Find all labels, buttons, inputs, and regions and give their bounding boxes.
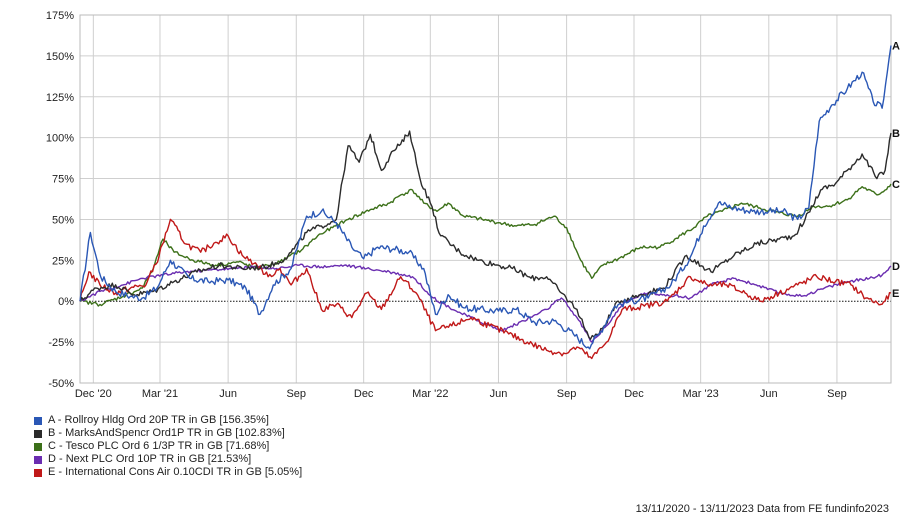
x-tick-label: Jun bbox=[760, 388, 778, 400]
legend-swatch-c bbox=[34, 442, 42, 451]
x-axis: Dec '20 Mar '21 Jun Sep Dec Mar '22 Jun Sep Dec M… bbox=[75, 388, 847, 400]
series-end-label-e: E bbox=[892, 288, 899, 300]
x-tick-label: Jun bbox=[219, 388, 237, 400]
data-source-footer: 13/11/2020 - 13/11/2023 Data from FE fun… bbox=[635, 503, 889, 515]
series-line-c bbox=[79, 183, 892, 307]
series-line-e bbox=[79, 218, 892, 360]
legend-label-d: D - Next PLC Ord 10P TR in GB [21.53%] bbox=[48, 453, 252, 465]
x-tick-label: Dec bbox=[624, 388, 644, 400]
y-tick-label: 100% bbox=[46, 133, 74, 145]
legend-swatch-b bbox=[34, 429, 42, 438]
series-end-label-b: B bbox=[892, 128, 900, 140]
legend-label-c: C - Tesco PLC Ord 6 1/3P TR in GB [71.68… bbox=[48, 440, 270, 452]
y-tick-label: 50% bbox=[52, 214, 74, 226]
x-tick-label: Dec '20 bbox=[75, 388, 112, 400]
x-tick-label: Mar '21 bbox=[142, 388, 178, 400]
line-chart: 175% 150% 125% 100% 75% 50% 25% 0% -25% -50% Dec … bbox=[46, 10, 900, 400]
y-tick-label: 25% bbox=[52, 255, 74, 267]
x-tick-label: Sep bbox=[557, 388, 577, 400]
series-line-d bbox=[79, 263, 892, 343]
y-tick-label: -25% bbox=[48, 337, 74, 349]
y-tick-label: 125% bbox=[46, 92, 74, 104]
legend-label-b: B - MarksAndSpencr Ord1P TR in GB [102.8… bbox=[48, 427, 285, 439]
x-tick-label: Mar '22 bbox=[412, 388, 448, 400]
x-tick-label: Mar '23 bbox=[682, 388, 718, 400]
plot-frame bbox=[79, 14, 892, 384]
series-lines bbox=[79, 45, 892, 360]
series-end-label-d: D bbox=[892, 261, 900, 273]
y-tick-label: 175% bbox=[46, 10, 74, 22]
y-tick-label: 0% bbox=[58, 296, 74, 308]
series-line-b bbox=[79, 130, 892, 340]
y-tick-label: 75% bbox=[52, 174, 74, 186]
series-line-a bbox=[79, 45, 892, 350]
y-tick-label: 150% bbox=[46, 51, 74, 63]
x-tick-label: Dec bbox=[354, 388, 374, 400]
legend-swatch-e bbox=[34, 468, 42, 477]
legend: A - Rollroy Hldg Ord 20P TR in GB [156.3… bbox=[34, 414, 302, 479]
legend-swatch-a bbox=[34, 416, 42, 425]
series-end-label-c: C bbox=[892, 179, 900, 191]
x-tick-label: Sep bbox=[286, 388, 306, 400]
legend-item-b: B - MarksAndSpencr Ord1P TR in GB [102.8… bbox=[34, 427, 302, 440]
legend-item-a: A - Rollroy Hldg Ord 20P TR in GB [156.3… bbox=[34, 414, 302, 427]
legend-label-e: E - International Cons Air 0.10CDI TR in… bbox=[48, 466, 303, 478]
series-end-label-a: A bbox=[892, 41, 900, 53]
legend-item-e: E - International Cons Air 0.10CDI TR in… bbox=[34, 466, 302, 479]
x-tick-label: Jun bbox=[490, 388, 508, 400]
legend-label-a: A - Rollroy Hldg Ord 20P TR in GB [156.3… bbox=[48, 414, 269, 426]
y-axis: 175% 150% 125% 100% 75% 50% 25% 0% -25% -50% bbox=[46, 10, 74, 390]
legend-swatch-d bbox=[34, 455, 42, 464]
x-tick-label: Sep bbox=[827, 388, 847, 400]
legend-item-c: C - Tesco PLC Ord 6 1/3P TR in GB [71.68… bbox=[34, 440, 302, 453]
legend-item-d: D - Next PLC Ord 10P TR in GB [21.53%] bbox=[34, 453, 302, 466]
series-end-labels: C D E B A bbox=[892, 41, 900, 300]
y-tick-label: -50% bbox=[48, 378, 74, 390]
gridlines bbox=[79, 14, 892, 384]
